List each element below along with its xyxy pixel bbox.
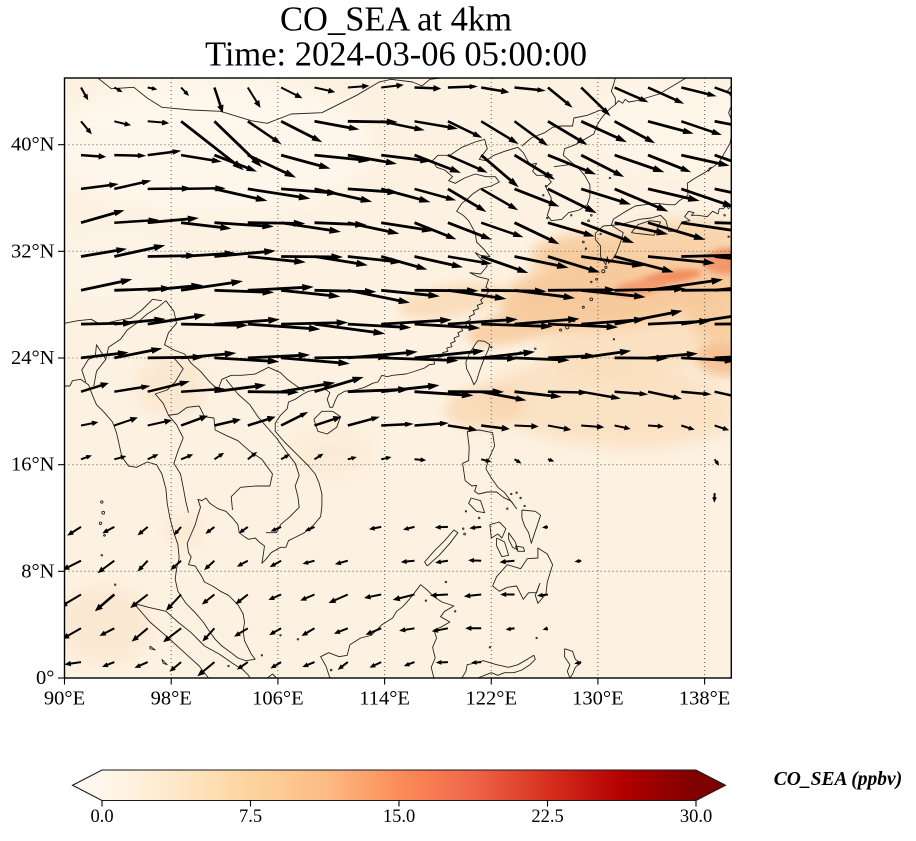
svg-text:CO_SEA at 4km: CO_SEA at 4km xyxy=(280,1,512,39)
svg-text:8°N: 8°N xyxy=(21,560,54,582)
svg-text:106°E: 106°E xyxy=(252,688,303,710)
svg-text:0.0: 0.0 xyxy=(90,807,113,827)
svg-text:98°E: 98°E xyxy=(151,688,192,710)
svg-text:15.0: 15.0 xyxy=(383,807,415,827)
svg-text:7.5: 7.5 xyxy=(239,807,262,827)
svg-text:90°E: 90°E xyxy=(44,688,85,710)
svg-text:130°E: 130°E xyxy=(572,688,623,710)
svg-text:Time: 2024-03-06 05:00:00: Time: 2024-03-06 05:00:00 xyxy=(205,36,587,74)
svg-text:40°N: 40°N xyxy=(11,134,55,156)
svg-text:30.0: 30.0 xyxy=(680,807,712,827)
svg-text:24°N: 24°N xyxy=(11,347,55,369)
svg-text:22.5: 22.5 xyxy=(531,807,563,827)
svg-text:138°E: 138°E xyxy=(679,688,730,710)
svg-text:32°N: 32°N xyxy=(11,240,55,262)
svg-text:0°: 0° xyxy=(36,667,54,689)
svg-text:16°N: 16°N xyxy=(11,454,55,476)
svg-text:122°E: 122°E xyxy=(466,688,517,710)
svg-text:CO_SEA (ppbv): CO_SEA (ppbv) xyxy=(774,769,902,790)
svg-text:114°E: 114°E xyxy=(359,688,410,710)
